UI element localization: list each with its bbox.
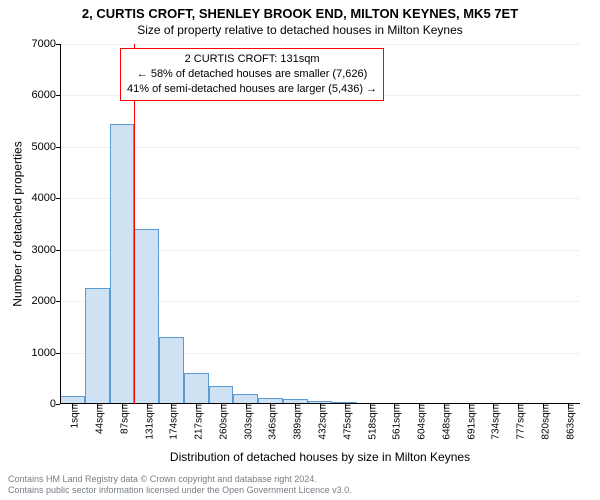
annotation-line: 2 CURTIS CROFT: 131sqm	[127, 52, 377, 67]
xtick-label: 303sqm	[241, 404, 254, 440]
ytick-mark	[56, 95, 60, 96]
xtick-mark	[320, 404, 321, 408]
bar	[134, 229, 159, 404]
xtick-label: 777sqm	[514, 404, 527, 440]
xtick-mark	[493, 404, 494, 408]
x-axis-title: Distribution of detached houses by size …	[60, 450, 580, 464]
annotation-line: 41% of semi-detached houses are larger (…	[127, 82, 377, 97]
xtick-mark	[295, 404, 296, 408]
xtick-mark	[394, 404, 395, 408]
xtick-label: 648sqm	[439, 404, 452, 440]
xtick-mark	[221, 404, 222, 408]
xtick-mark	[543, 404, 544, 408]
xtick-label: 863sqm	[563, 404, 576, 440]
xtick-mark	[97, 404, 98, 408]
annotation-line: ← 58% of detached houses are smaller (7,…	[127, 67, 377, 82]
xtick-label: 217sqm	[192, 404, 205, 440]
xtick-label: 561sqm	[390, 404, 403, 440]
bar	[184, 373, 209, 404]
xtick-label: 691sqm	[464, 404, 477, 440]
chart-title: 2, CURTIS CROFT, SHENLEY BROOK END, MILT…	[0, 0, 600, 21]
xtick-label: 389sqm	[291, 404, 304, 440]
xtick-mark	[518, 404, 519, 408]
plot-area: 2 CURTIS CROFT: 131sqm← 58% of detached …	[60, 44, 580, 404]
xtick-label: 820sqm	[538, 404, 551, 440]
xtick-mark	[444, 404, 445, 408]
ytick-mark	[56, 147, 60, 148]
xtick-mark	[270, 404, 271, 408]
annotation-box: 2 CURTIS CROFT: 131sqm← 58% of detached …	[120, 48, 384, 101]
xtick-mark	[196, 404, 197, 408]
y-axis-line	[60, 44, 61, 404]
xtick-label: 432sqm	[316, 404, 329, 440]
xtick-label: 131sqm	[142, 404, 155, 440]
xtick-mark	[122, 404, 123, 408]
xtick-mark	[345, 404, 346, 408]
chart-container: 2, CURTIS CROFT, SHENLEY BROOK END, MILT…	[0, 0, 600, 500]
xtick-mark	[171, 404, 172, 408]
footer-line-2: Contains public sector information licen…	[8, 485, 592, 496]
chart-subtitle: Size of property relative to detached ho…	[0, 21, 600, 37]
bar	[159, 337, 184, 404]
xtick-mark	[419, 404, 420, 408]
xtick-mark	[246, 404, 247, 408]
xtick-mark	[469, 404, 470, 408]
xtick-label: 1sqm	[68, 404, 81, 428]
xtick-label: 44sqm	[93, 404, 106, 434]
bar	[85, 288, 110, 404]
xtick-label: 346sqm	[266, 404, 279, 440]
footer: Contains HM Land Registry data © Crown c…	[8, 474, 592, 497]
xtick-mark	[72, 404, 73, 408]
xtick-mark	[147, 404, 148, 408]
y-axis-title: Number of detached properties	[10, 44, 26, 404]
footer-line-1: Contains HM Land Registry data © Crown c…	[8, 474, 592, 485]
xtick-label: 260sqm	[216, 404, 229, 440]
ytick-mark	[56, 404, 60, 405]
bar	[110, 124, 135, 404]
ytick-mark	[56, 250, 60, 251]
xtick-label: 734sqm	[489, 404, 502, 440]
ytick-mark	[56, 198, 60, 199]
xtick-label: 174sqm	[167, 404, 180, 440]
ytick-mark	[56, 44, 60, 45]
xtick-label: 518sqm	[365, 404, 378, 440]
xtick-mark	[568, 404, 569, 408]
bar	[209, 386, 234, 404]
xtick-label: 475sqm	[340, 404, 353, 440]
ytick-mark	[56, 353, 60, 354]
xtick-label: 604sqm	[415, 404, 428, 440]
xtick-mark	[370, 404, 371, 408]
xtick-label: 87sqm	[117, 404, 130, 434]
ytick-mark	[56, 301, 60, 302]
